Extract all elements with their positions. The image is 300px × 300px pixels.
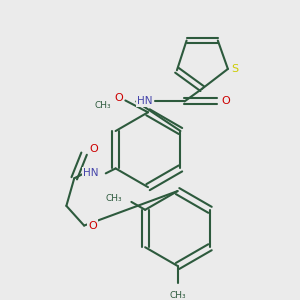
Text: CH₃: CH₃ <box>105 194 122 203</box>
Text: O: O <box>90 144 98 154</box>
Text: S: S <box>231 64 239 74</box>
Text: O: O <box>221 97 230 106</box>
Text: HN: HN <box>137 97 153 106</box>
Text: O: O <box>88 220 97 231</box>
Text: CH₃: CH₃ <box>169 291 186 300</box>
Text: O: O <box>114 94 123 103</box>
Text: CH₃: CH₃ <box>94 101 111 110</box>
Text: HN: HN <box>83 168 99 178</box>
